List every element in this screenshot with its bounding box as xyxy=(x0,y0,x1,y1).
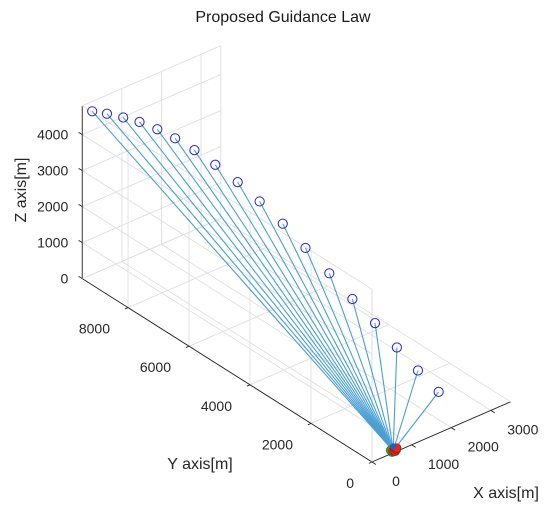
y-axis-line xyxy=(82,278,373,463)
z-tick-mark xyxy=(78,131,83,136)
axis-box xyxy=(81,45,511,463)
plot-area xyxy=(87,106,444,457)
start-marker xyxy=(412,365,424,376)
start-marker xyxy=(391,342,402,353)
y-tick-mark xyxy=(307,422,312,426)
start-marker xyxy=(347,293,358,305)
x-tick-mark xyxy=(411,444,416,448)
start-marker xyxy=(210,159,221,170)
arrival-point xyxy=(389,443,397,450)
tick-labels: 0 1000 2000 3000 0 2000 4000 6000 8000 0 1000 2000 3… xyxy=(37,127,538,491)
grid-line xyxy=(161,243,452,428)
y-tick-label: 8000 xyxy=(79,321,110,337)
trajectory-line xyxy=(304,247,394,452)
y-tick-label: 0 xyxy=(346,475,354,491)
x-tick-label: 0 xyxy=(392,473,400,489)
grid-line xyxy=(310,362,450,424)
start-marker xyxy=(87,106,98,117)
grid-line xyxy=(82,242,373,427)
y-tick-label: 2000 xyxy=(262,436,293,452)
x-axis-label: X axis[m] xyxy=(473,485,539,502)
grid-line xyxy=(82,182,222,244)
grid xyxy=(81,54,511,463)
z-axis-label: Z axis[m] xyxy=(13,158,30,223)
trajectory-line xyxy=(122,117,394,452)
y-tick-mark xyxy=(246,384,251,387)
trajectory-line xyxy=(91,110,394,452)
start-marker xyxy=(170,133,181,144)
chart-title: Proposed Guidance Law xyxy=(195,9,371,26)
trajectory-line xyxy=(106,113,394,452)
x-tick-label: 2000 xyxy=(468,439,499,455)
z-tick-mark xyxy=(78,275,83,280)
trajectory-line xyxy=(139,121,394,452)
y-tick-mark xyxy=(124,307,129,310)
trajectory-line xyxy=(214,164,394,452)
start-marker xyxy=(324,268,335,279)
grid-line xyxy=(82,146,222,208)
z-tick-label: 1000 xyxy=(37,235,68,251)
box-edge xyxy=(82,218,222,280)
grid-line xyxy=(82,170,373,355)
start-marker xyxy=(254,196,265,207)
start-marker xyxy=(189,145,200,156)
y-tick-label: 6000 xyxy=(140,359,171,375)
z-tick-mark xyxy=(78,239,83,244)
trajectory-line xyxy=(392,391,440,452)
trajectory-line xyxy=(193,149,394,452)
trajectory-line xyxy=(259,201,394,452)
grid-line xyxy=(82,206,373,391)
grid-line xyxy=(82,110,222,172)
x-tick-mark xyxy=(371,461,377,465)
z-tick-label: 3000 xyxy=(37,163,68,179)
trajectory-line xyxy=(374,323,394,451)
start-marker xyxy=(118,112,129,123)
trajectory-line xyxy=(328,273,394,452)
trajectory-line xyxy=(174,138,394,452)
trajectory-line xyxy=(392,370,419,452)
box-edge xyxy=(82,105,373,290)
x-tick-label: 1000 xyxy=(428,456,459,472)
y-tick-label: 4000 xyxy=(201,398,232,414)
start-marker xyxy=(277,218,288,229)
z-tick-label: 4000 xyxy=(37,127,68,143)
grid-line xyxy=(82,74,222,136)
grid-line xyxy=(82,134,373,319)
start-marker xyxy=(152,124,163,135)
y-axis-label: Y axis[m] xyxy=(167,456,233,473)
z-tick-mark xyxy=(78,167,83,172)
start-marker xyxy=(300,242,311,254)
box-edge xyxy=(220,218,511,403)
y-tick-mark xyxy=(185,345,190,348)
trajectory-line xyxy=(392,347,398,451)
start-marker xyxy=(134,116,145,128)
z-tick-mark xyxy=(78,203,83,208)
trajectory-line xyxy=(351,298,394,452)
x-tick-label: 3000 xyxy=(507,421,538,437)
y-tick-mark xyxy=(368,461,373,464)
z-tick-label: 2000 xyxy=(37,199,68,215)
start-marker xyxy=(369,317,381,329)
start-marker xyxy=(232,176,243,188)
trajectory-line xyxy=(156,128,394,452)
trajectory-line xyxy=(282,223,394,452)
grid-line xyxy=(188,285,328,347)
x-tick-mark xyxy=(490,410,496,414)
box-edge xyxy=(82,45,222,107)
start-marker xyxy=(433,386,444,397)
trajectory-line xyxy=(237,181,394,452)
x-tick-mark xyxy=(450,427,456,431)
z-tick-label: 0 xyxy=(60,271,68,287)
start-marker xyxy=(101,108,113,119)
